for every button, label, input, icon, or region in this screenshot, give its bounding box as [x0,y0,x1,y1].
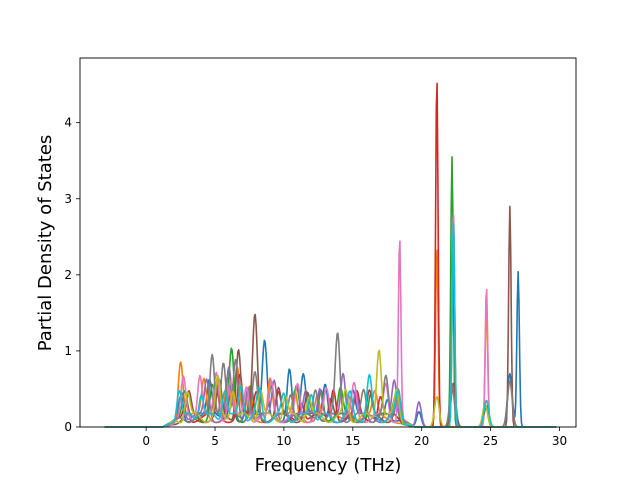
x-tick-label: 0 [142,434,150,448]
x-tick-label: 10 [276,434,291,448]
x-tick-label: 5 [211,434,219,448]
series-line-9 [104,349,557,428]
y-tick-label: 3 [64,192,72,206]
y-axis-ticks: 0 1 2 3 4 [64,116,80,434]
x-axis-label: Frequency (THz) [255,455,402,476]
y-tick-label: 1 [64,344,72,358]
x-axis-ticks: 0 5 10 15 20 25 30 [142,427,567,448]
y-axis-label: Partial Density of States [35,135,56,352]
y-tick-label: 2 [64,268,72,282]
series-line-10 [104,222,557,428]
y-tick-label: 4 [64,116,72,130]
x-tick-label: 20 [414,434,429,448]
x-tick-label: 15 [345,434,360,448]
plot-area [80,58,576,427]
axes-frame [79,57,577,428]
x-tick-label: 30 [552,434,567,448]
y-tick-label: 0 [64,420,72,434]
x-tick-label: 25 [483,434,498,448]
